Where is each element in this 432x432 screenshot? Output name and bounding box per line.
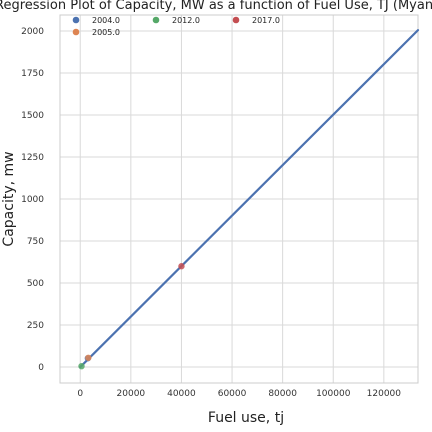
legend-label: 2005.0 (92, 28, 120, 37)
chart-title: Regression Plot of Capacity, MW as a fun… (0, 0, 432, 13)
legend-marker (232, 16, 240, 24)
legend: 2004.0 2005.0 2012.0 2017.0 (72, 16, 280, 37)
regression-line (79, 29, 420, 369)
y-tick-label: 250 (27, 321, 44, 331)
legend-label: 2004.0 (92, 16, 120, 25)
scatter-point (178, 263, 185, 270)
scatter-point (78, 362, 85, 370)
y-tick-label: 0 (38, 363, 44, 373)
legend-marker (72, 28, 80, 36)
legend-marker (152, 16, 160, 24)
x-axis-label: Fuel use, tj (208, 410, 284, 426)
x-tick-label: 40000 (167, 389, 196, 399)
x-tick-label: 80000 (268, 389, 297, 399)
y-tick-label: 1000 (21, 195, 44, 205)
grid-lines (60, 15, 418, 383)
legend-label: 2017.0 (252, 16, 280, 25)
y-tick-label: 1250 (21, 153, 44, 163)
x-tick-label: 20000 (117, 389, 146, 399)
y-axis-ticks: 0 250 500 750 1000 1250 1500 1750 2000 (21, 27, 44, 373)
legend-label: 2012.0 (172, 16, 200, 25)
y-tick-label: 750 (27, 237, 44, 247)
data-points (78, 263, 185, 370)
regression-line-group (79, 29, 420, 369)
scatter-point (85, 354, 92, 361)
y-axis-label: Capacity, mw (1, 151, 17, 246)
legend-marker (72, 16, 80, 24)
y-tick-label: 1750 (21, 69, 44, 79)
x-tick-label: 60000 (218, 389, 247, 399)
x-tick-label: 0 (77, 389, 83, 399)
x-axis-ticks: 0 20000 40000 60000 80000 100000 120000 (77, 389, 401, 399)
y-tick-label: 1500 (21, 111, 44, 121)
x-tick-label: 100000 (316, 389, 351, 399)
plot-area (59, 14, 419, 384)
y-tick-label: 500 (27, 279, 44, 289)
x-tick-label: 120000 (367, 389, 402, 399)
y-tick-label: 2000 (21, 27, 44, 37)
